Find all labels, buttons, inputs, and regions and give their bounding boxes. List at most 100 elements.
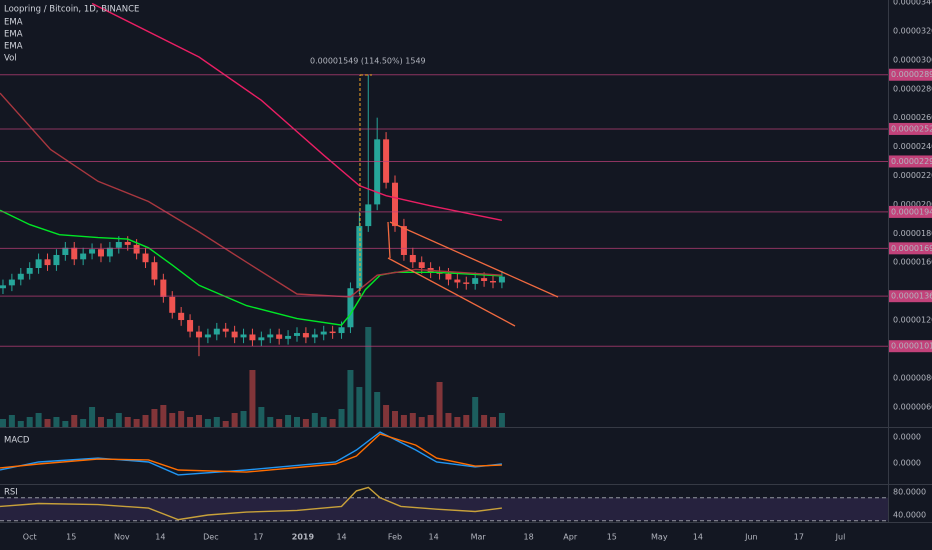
volume-bar (187, 417, 194, 427)
volume-bar (178, 411, 185, 427)
volume-bar (311, 413, 318, 427)
volume-bar (240, 411, 247, 427)
candle-body (142, 253, 149, 263)
volume-bar (89, 407, 96, 427)
volume-bar (97, 417, 104, 427)
candle-body (89, 249, 96, 254)
candle-body (293, 333, 300, 336)
volume-bar (400, 415, 407, 427)
x-tick-label: 2019 (292, 533, 315, 542)
y-tick-label: 40.0000 (893, 510, 926, 519)
x-tick-label: 15 (607, 533, 617, 542)
indicator-line (91, 2, 503, 221)
y-tick-label: 80.0000 (893, 488, 926, 497)
level-label: 0.00002297 (891, 157, 932, 166)
candle-body (249, 334, 256, 341)
candle-body (445, 273, 452, 280)
level-label-box (889, 340, 932, 353)
volume-bar (53, 417, 60, 427)
candle-body (311, 334, 318, 338)
annotation: 0.00001549 (114.50%) 1549 (310, 57, 426, 66)
candle-body (267, 334, 274, 338)
y-tick-label: 0.00000600 (893, 402, 932, 411)
volume-bar (293, 417, 300, 427)
trend-line (389, 221, 559, 298)
volume-bar (124, 417, 131, 427)
level-label-box (889, 155, 932, 168)
candle-body (62, 247, 69, 255)
y-tick-label: 0.0000 (893, 433, 921, 442)
candle-body (124, 241, 131, 245)
indicator-line (0, 486, 502, 521)
volume-bar (418, 417, 425, 427)
volume-bar (329, 419, 336, 427)
candle-body (418, 262, 425, 268)
volume-bar (249, 370, 256, 427)
legend-entry: EMA (4, 42, 23, 52)
volume-bar (454, 417, 461, 427)
candle-body (160, 279, 167, 297)
symbol-title: Loopring / Bitcoin, 1D, BINANCE (4, 5, 139, 15)
x-tick-label: 17 (253, 533, 263, 542)
candle-body (463, 282, 470, 284)
volume-bar (8, 415, 15, 427)
candle-body (454, 279, 461, 283)
x-tick-label: May (651, 533, 668, 542)
x-tick-label: 17 (794, 533, 804, 542)
trend-line (387, 257, 516, 327)
y-tick-label: 0.00001800 (893, 229, 932, 238)
volume-bar (169, 413, 176, 427)
x-tick-label: 14 (336, 533, 346, 542)
candle-body (106, 247, 113, 257)
volume-bar (383, 405, 390, 427)
volume-bar (490, 417, 497, 427)
candle-body (115, 241, 122, 248)
x-tick-label: 18 (524, 533, 534, 542)
candle-body (26, 267, 33, 274)
y-tick-label: 0.00002800 (893, 84, 932, 93)
volume-bar (302, 419, 309, 427)
candle-body (231, 331, 238, 338)
level-label-box (889, 68, 932, 81)
level-label: 0.00001948 (891, 207, 932, 216)
pane-title: MACD (4, 436, 30, 446)
level-label: 0.00002897 (891, 70, 932, 79)
volume-bar (35, 413, 42, 427)
candle-body (356, 226, 363, 289)
candle-body (302, 333, 309, 338)
candle-body (44, 259, 51, 266)
candle-body (481, 278, 488, 282)
y-tick-label: 0.00003200 (893, 26, 932, 35)
y-tick-label: 0.0000 (893, 459, 921, 468)
candle-body (276, 334, 283, 339)
trend-line (387, 221, 391, 259)
y-tick-label: 0.00001600 (893, 258, 932, 267)
y-tick-label: 0.00002000 (893, 200, 932, 209)
candle-body (17, 273, 24, 280)
volume-bar (44, 419, 51, 427)
candle-body (53, 254, 60, 266)
volume-bar (374, 392, 381, 427)
x-tick-label: 14 (429, 533, 439, 542)
volume-bar (276, 419, 283, 427)
volume-bar (26, 417, 33, 427)
volume-bar (267, 417, 274, 427)
x-tick-label: 15 (66, 533, 76, 542)
volume-bar (151, 409, 158, 427)
volume-bar (213, 417, 220, 427)
y-tick-label: 0.00002400 (893, 142, 932, 151)
candle-body (498, 276, 505, 283)
candle-body (347, 288, 354, 328)
candle-body (178, 312, 185, 321)
x-tick-label: Dec (203, 533, 218, 542)
candle-body (472, 278, 479, 284)
indicator-line (0, 431, 502, 476)
candle-body (133, 244, 140, 254)
x-tick-label: 14 (155, 533, 165, 542)
candle-body (391, 182, 398, 227)
level-label-box (889, 205, 932, 218)
candle-body (338, 327, 345, 334)
x-tick-label: Oct (23, 533, 37, 542)
